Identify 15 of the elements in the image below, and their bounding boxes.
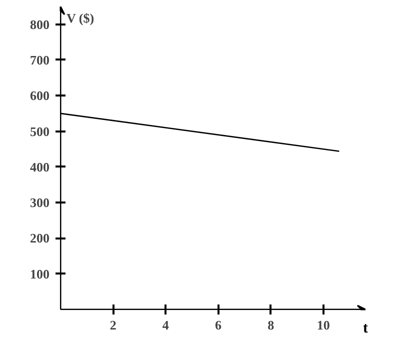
- y-tick-label: 600: [30, 88, 50, 104]
- y-tick-label: 200: [30, 230, 50, 246]
- x-axis-title: t: [363, 320, 368, 336]
- y-tick-label: 700: [30, 52, 50, 68]
- x-tick-label: 2: [110, 318, 116, 332]
- y-tick-label: 800: [30, 16, 50, 32]
- y-axis-title: V ($): [66, 10, 94, 26]
- y-tick-label: 100: [30, 266, 50, 282]
- x-tick-label: 10: [316, 318, 330, 332]
- x-tick-label: 4: [162, 318, 170, 332]
- y-tick-label: 300: [30, 195, 50, 210]
- x-tick-label: 8: [268, 318, 275, 332]
- y-tick-label: 500: [30, 124, 50, 139]
- y-tick-label: 400: [30, 159, 50, 174]
- x-tick-label: 6: [215, 318, 222, 332]
